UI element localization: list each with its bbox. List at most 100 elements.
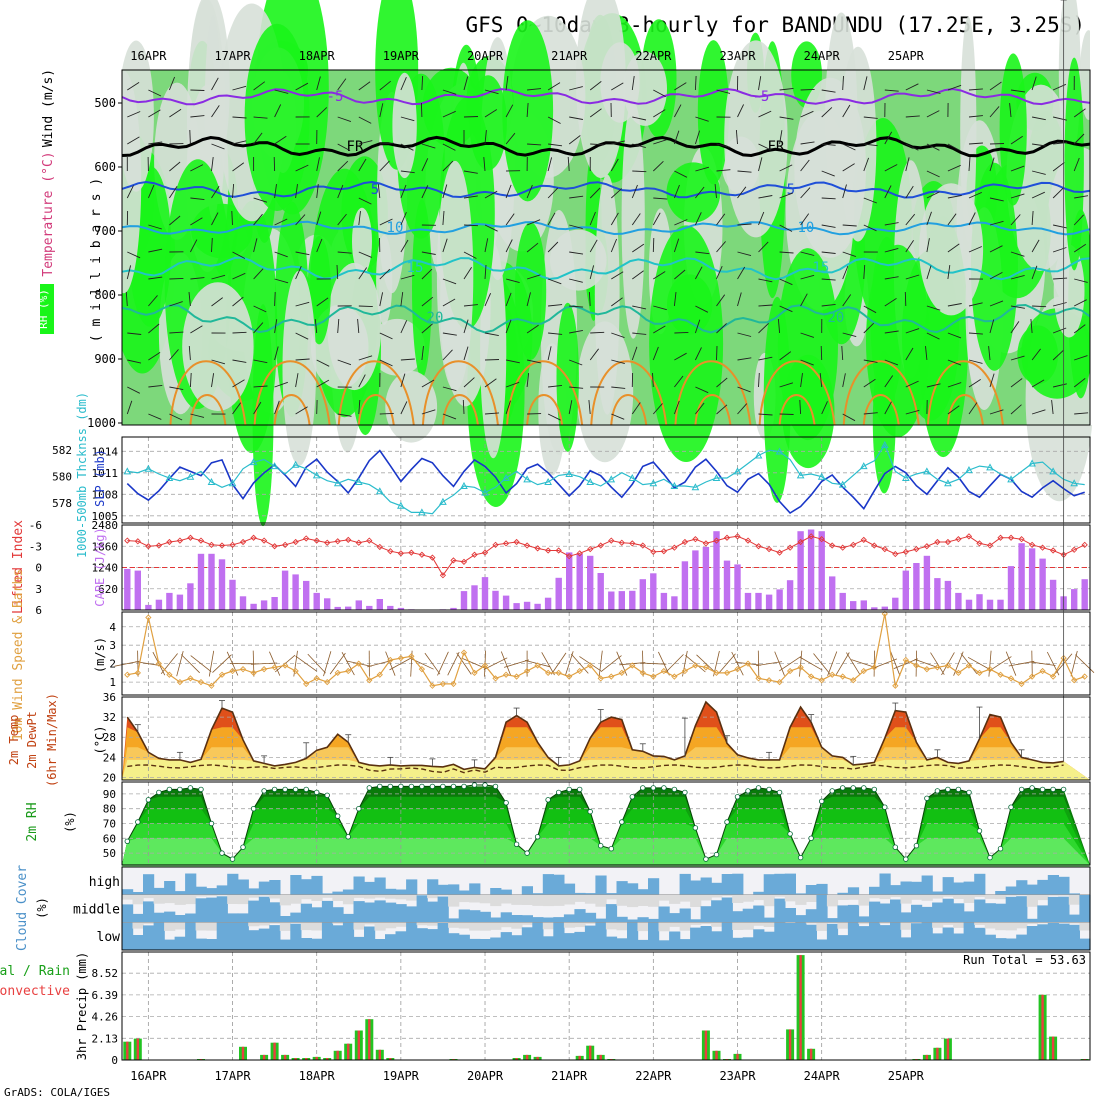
wind-barb (548, 304, 563, 307)
li-point (587, 545, 594, 553)
wind-barb (232, 140, 247, 145)
wind-barb (611, 140, 626, 145)
wind-barb (926, 238, 930, 253)
wind-barb (463, 319, 469, 334)
wind-barb (337, 160, 349, 172)
li-point (239, 538, 247, 546)
thickness-point (523, 475, 531, 483)
thickness-point (291, 460, 300, 468)
wind-barb (989, 373, 995, 388)
wind-barb (484, 412, 500, 415)
wind-barb (505, 76, 509, 91)
cloud-bar (490, 888, 502, 895)
cloud-grey-bar (711, 894, 723, 898)
li-point (765, 545, 773, 553)
wind-barb (777, 319, 781, 334)
wind-barb (589, 187, 601, 199)
li-point (555, 547, 562, 554)
cloud-grey-bar (364, 922, 376, 925)
wind-barb (569, 86, 583, 91)
cape-bar (608, 591, 615, 610)
wind-barb-10m (1075, 654, 1095, 673)
wind-barb (842, 184, 847, 199)
wind-barb (800, 293, 808, 307)
wind-barb (842, 75, 844, 91)
wind-barb (211, 274, 226, 280)
wind-barb (211, 373, 215, 388)
wind-barb-10m (835, 652, 850, 676)
wind-speed-point (744, 660, 752, 667)
cloud-grey-bar (837, 894, 849, 900)
wind-barb (442, 349, 453, 361)
warm-contour-inner (273, 394, 311, 426)
date-label-bottom: 21APR (551, 1069, 588, 1083)
wind-speed-point (555, 669, 562, 677)
temp-series-line (126, 700, 1064, 771)
wind-barb (379, 160, 390, 172)
wind-barb (905, 143, 919, 151)
wind-barb (947, 143, 961, 151)
cloud-grey-bar (658, 922, 670, 932)
wind-barb (274, 278, 289, 284)
wind-barb (1010, 193, 1025, 199)
cloud-grey-bar (1068, 894, 1080, 905)
precip-conv-bar (126, 1041, 129, 1060)
cloud-grey-bar (774, 894, 786, 897)
warm-contour (506, 360, 584, 426)
wind-speed-point (702, 664, 710, 671)
wind-barb (610, 158, 619, 172)
cape-bar (923, 555, 931, 610)
li-point (534, 545, 541, 552)
date-axes: 16APR16APR17APR17APR18APR18APR19APR19APR… (130, 49, 924, 1083)
cape-bar (618, 591, 625, 610)
date-label-bottom: 24APR (804, 1069, 841, 1083)
thickness-point (354, 477, 363, 485)
wind-barb (358, 197, 372, 205)
wind-barb (358, 251, 372, 258)
cloud-bar (1026, 884, 1038, 895)
cloud-bar (395, 889, 407, 895)
wind-barb (968, 191, 982, 199)
thickness-point (691, 483, 700, 491)
wind-barb (190, 89, 205, 91)
cloud-grey-bar (174, 894, 186, 905)
li-point (860, 536, 867, 544)
rh-point (198, 786, 204, 793)
cloud-bar (1026, 926, 1038, 950)
cloud-bar (732, 937, 744, 950)
cloud-bar (890, 899, 902, 923)
wind-barb (863, 116, 878, 119)
cloud-bar (648, 878, 660, 895)
wind-barb-10m (212, 654, 232, 673)
cloud-grey-bar (679, 922, 691, 931)
rh-humid-patch (777, 248, 839, 441)
cloud-bar (974, 899, 986, 923)
wind-barb (968, 88, 983, 91)
wind-barb (821, 89, 836, 93)
wind-barb (1073, 324, 1086, 334)
wind-barb (716, 213, 726, 226)
cloud-grey-bar (563, 922, 576, 928)
cloud-grey-bar (900, 894, 912, 904)
cloud-grey-bar (953, 922, 965, 928)
rh-point (450, 783, 457, 790)
wind-barb (695, 402, 705, 415)
wind-barb (527, 143, 542, 146)
wind-barb (884, 401, 892, 415)
cloud-grey-bar (164, 922, 176, 931)
precip-conv-bar (283, 1054, 287, 1060)
wind-speed-point (839, 673, 846, 680)
cloud-bar (1037, 905, 1049, 923)
cloud-bar (711, 900, 723, 923)
wind-barb (737, 251, 752, 257)
wind-barb (821, 251, 836, 254)
cloud-grey-bar (385, 922, 397, 929)
wind-barb (421, 251, 436, 255)
wind-barb (989, 272, 1003, 280)
wind-barb (484, 332, 499, 337)
cloud-bar (227, 922, 239, 950)
cloud-bar (921, 922, 933, 950)
wind-barb (800, 373, 803, 388)
cloud-grey-bar (258, 894, 270, 896)
cloud-grey-bar (995, 922, 1007, 931)
